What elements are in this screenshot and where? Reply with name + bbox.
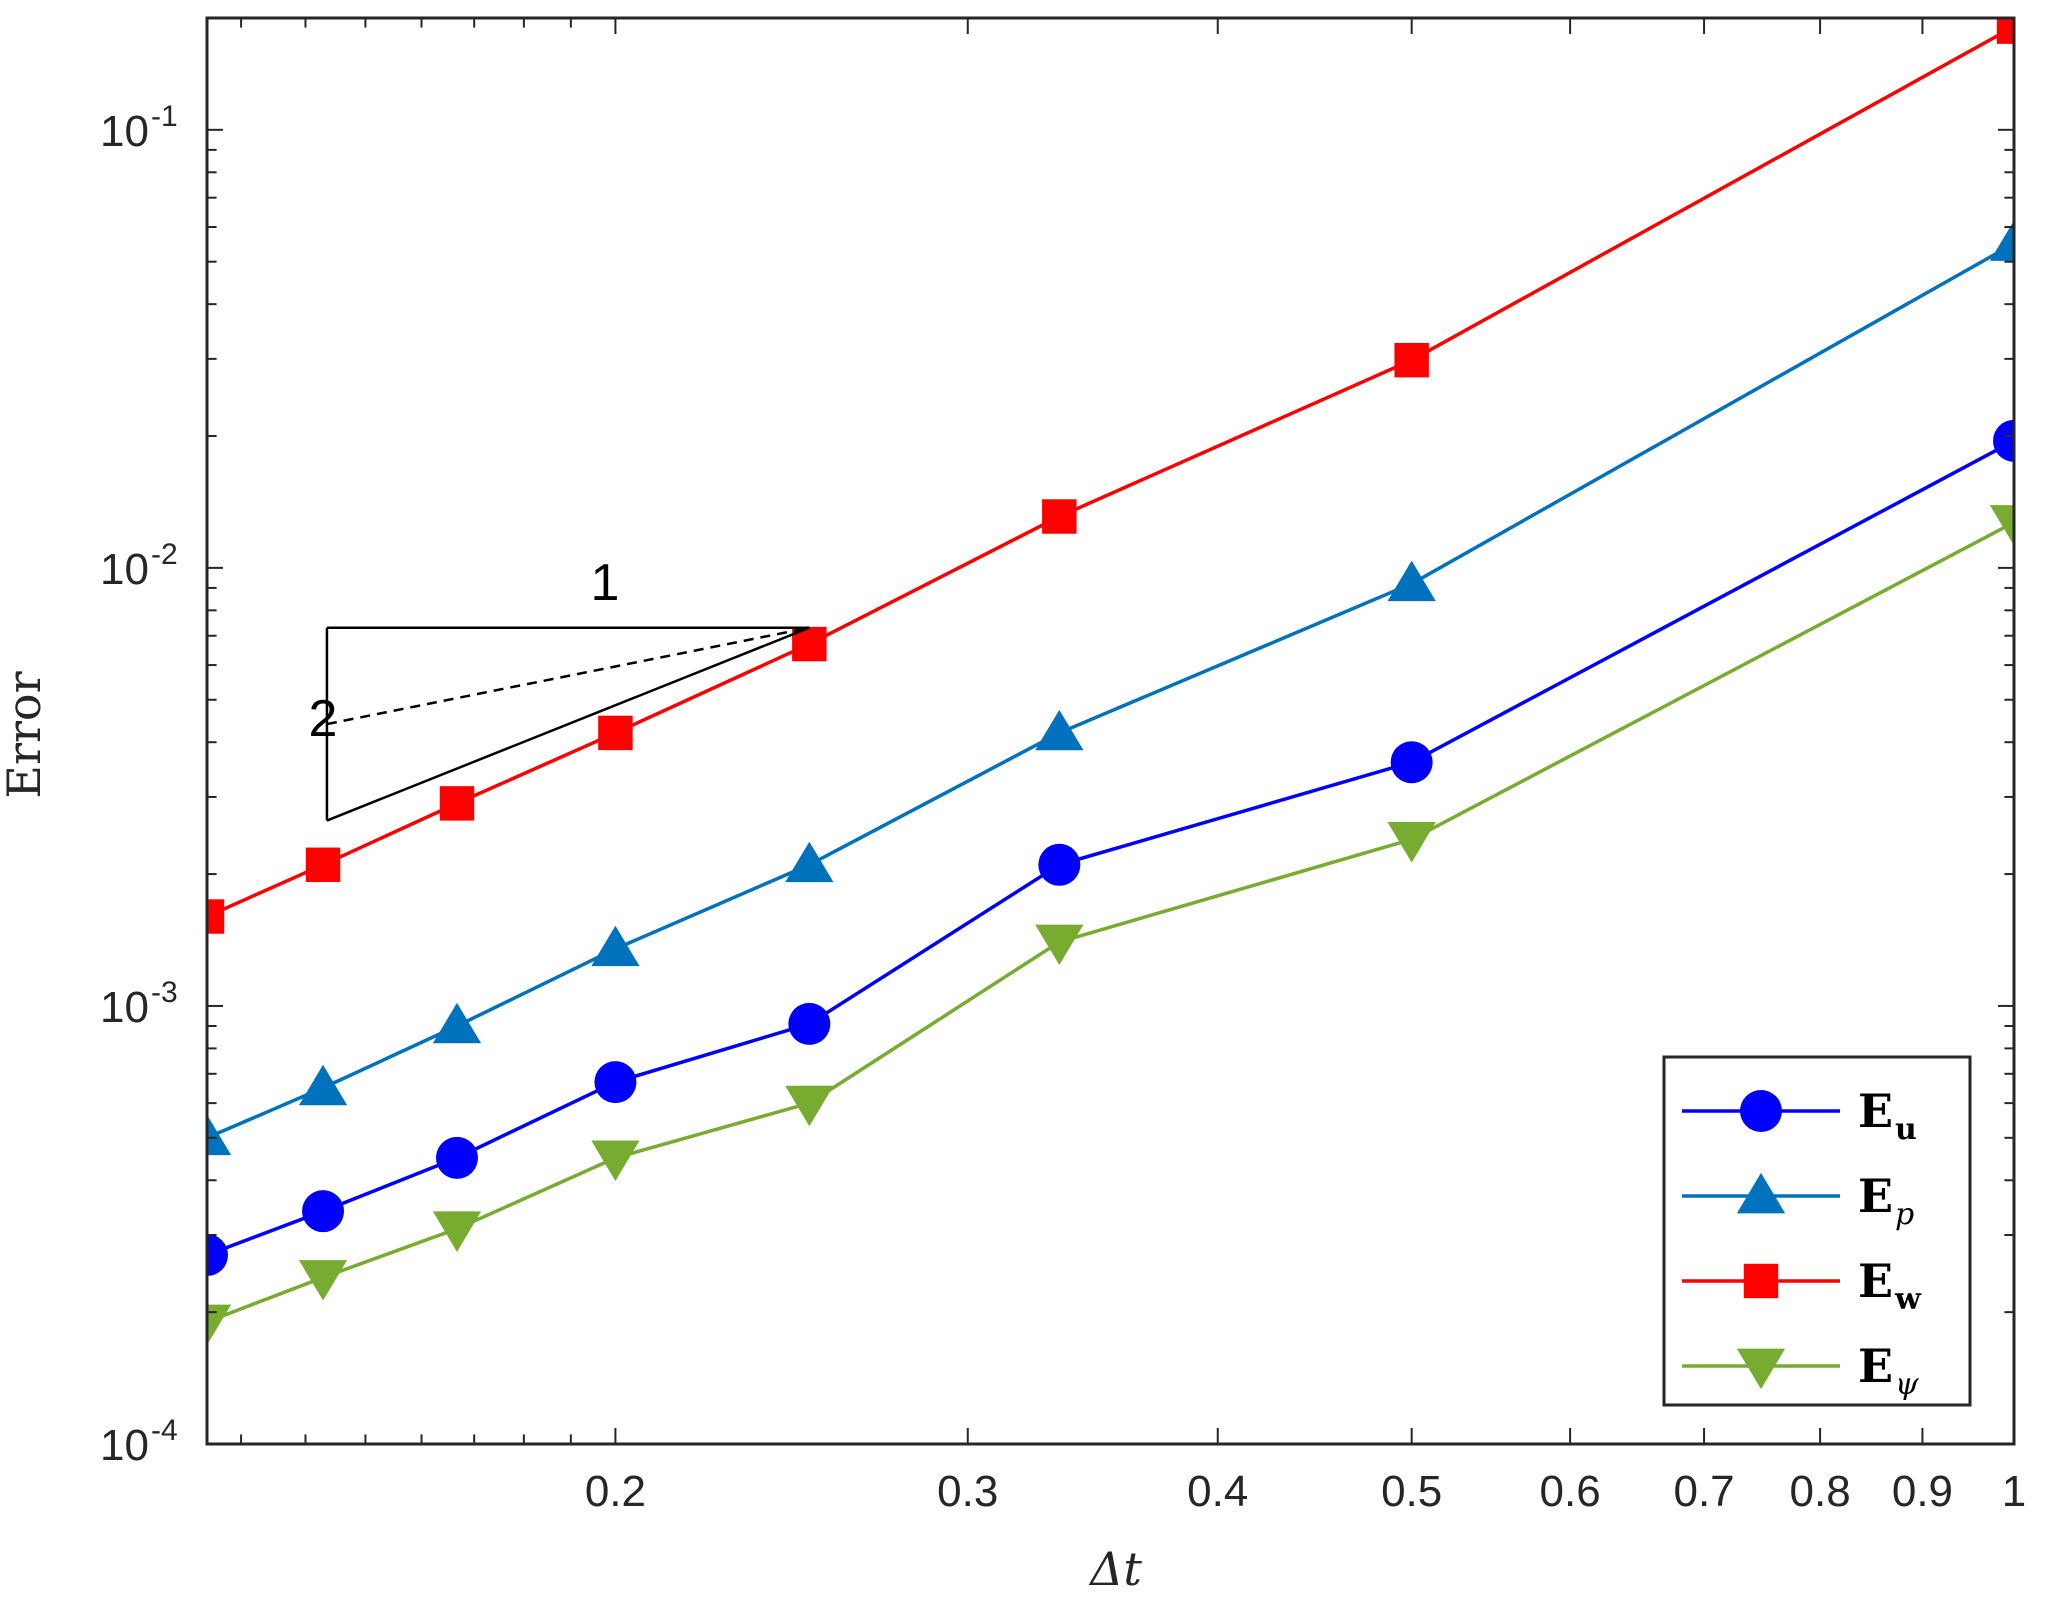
data-point (207, 1234, 228, 1277)
data-point (298, 1260, 348, 1301)
data-point (591, 1140, 640, 1181)
data-point (785, 841, 834, 883)
data-point (788, 1002, 831, 1045)
y-tick-exponent: -4 (151, 1414, 178, 1447)
y-tick-label: 10 (100, 1421, 149, 1470)
data-point (1989, 220, 2014, 261)
legend-subscript: w (1894, 1282, 1922, 1317)
series-w (207, 18, 2014, 934)
legend-marker (1743, 1263, 1779, 1299)
legend-box (1662, 1055, 1972, 1407)
x-tick-label: 0.8 (1790, 1467, 1851, 1516)
x-tick-label: 0.2 (585, 1467, 646, 1516)
x-tick-label: 0.9 (1892, 1467, 1953, 1516)
data-point (598, 715, 633, 751)
legend-subscript: u (1895, 1112, 1917, 1147)
slope-1-reference (326, 626, 810, 726)
data-point (1993, 419, 2014, 462)
y-tick-label: 10 (100, 107, 149, 156)
y-ticks: 10-410-310-210-1 (100, 100, 2014, 1470)
slope-2-hypotenuse (326, 626, 810, 822)
legend-label: E (1858, 1254, 1893, 1308)
legend-subscript: p (1895, 1197, 1914, 1232)
data-point (432, 1002, 482, 1044)
data-point (1394, 342, 1429, 378)
data-point (1035, 924, 1084, 966)
slope-triangle (325, 626, 810, 822)
data-point (1035, 709, 1084, 751)
data-point (302, 1190, 345, 1233)
data-point (1996, 18, 2014, 44)
legend-marker (1736, 1172, 1786, 1214)
x-tick-label: 0.3 (937, 1467, 998, 1516)
x-tick-label: 1 (2002, 1467, 2026, 1516)
legend-label: E (1858, 1169, 1893, 1223)
series-line (207, 25, 2014, 919)
data-point (594, 1061, 637, 1104)
series-line (207, 242, 2014, 1140)
series-line (207, 439, 2014, 1257)
series-p (207, 220, 2014, 1156)
data-point (305, 847, 341, 883)
axes-box (205, 16, 2016, 1446)
data-point (207, 1304, 232, 1345)
series-ψ (207, 505, 2014, 1345)
data-point (435, 1136, 478, 1179)
x-ticks: 0.2 0.3 0.4 0.5 0.6 0.7 0.8 0.9 1 (240, 18, 2026, 1516)
data-point (432, 1211, 482, 1252)
series-line (207, 520, 2014, 1324)
legend-subscript: ψ (1895, 1367, 1919, 1402)
data-point (439, 786, 475, 821)
data-point (1989, 505, 2014, 546)
x-tick-label: 0.6 (1540, 1467, 1601, 1516)
y-tick-label: 10 (100, 545, 149, 594)
legend-marker (1736, 1348, 1786, 1390)
y-tick-label: 10 (100, 983, 149, 1032)
y-tick-exponent: -2 (151, 538, 178, 571)
x-axis-label: Δt (1088, 1542, 1142, 1596)
x-tick-label: 0.7 (1673, 1467, 1734, 1516)
legend-marker (1740, 1090, 1782, 1132)
data-point (591, 925, 640, 967)
x-tick-label: 0.5 (1381, 1467, 1442, 1516)
data-point (785, 1085, 834, 1127)
plot-area: 0.2 0.3 0.4 0.5 0.6 0.7 0.8 0.9 1 10-410-310-210… (100, 16, 2026, 1516)
data-point (1038, 843, 1081, 886)
slope-rise-label: 2 (309, 690, 338, 748)
data-point (298, 1064, 348, 1106)
series-u (207, 419, 2014, 1277)
y-tick-exponent: -3 (151, 976, 178, 1009)
data-point (1387, 822, 1436, 863)
data-point (1390, 741, 1433, 784)
data-point (207, 1114, 232, 1156)
data-point (207, 899, 225, 934)
series-layer (207, 18, 2014, 1345)
y-axis-label: Error (0, 671, 51, 798)
legend-label: E (1858, 1339, 1893, 1393)
x-tick-label: 0.4 (1187, 1467, 1248, 1516)
y-tick-exponent: -1 (151, 100, 178, 133)
slope-run-label: 1 (591, 554, 620, 612)
data-point (1387, 560, 1436, 602)
legend-label: E (1858, 1084, 1893, 1138)
data-point (1042, 499, 1077, 534)
